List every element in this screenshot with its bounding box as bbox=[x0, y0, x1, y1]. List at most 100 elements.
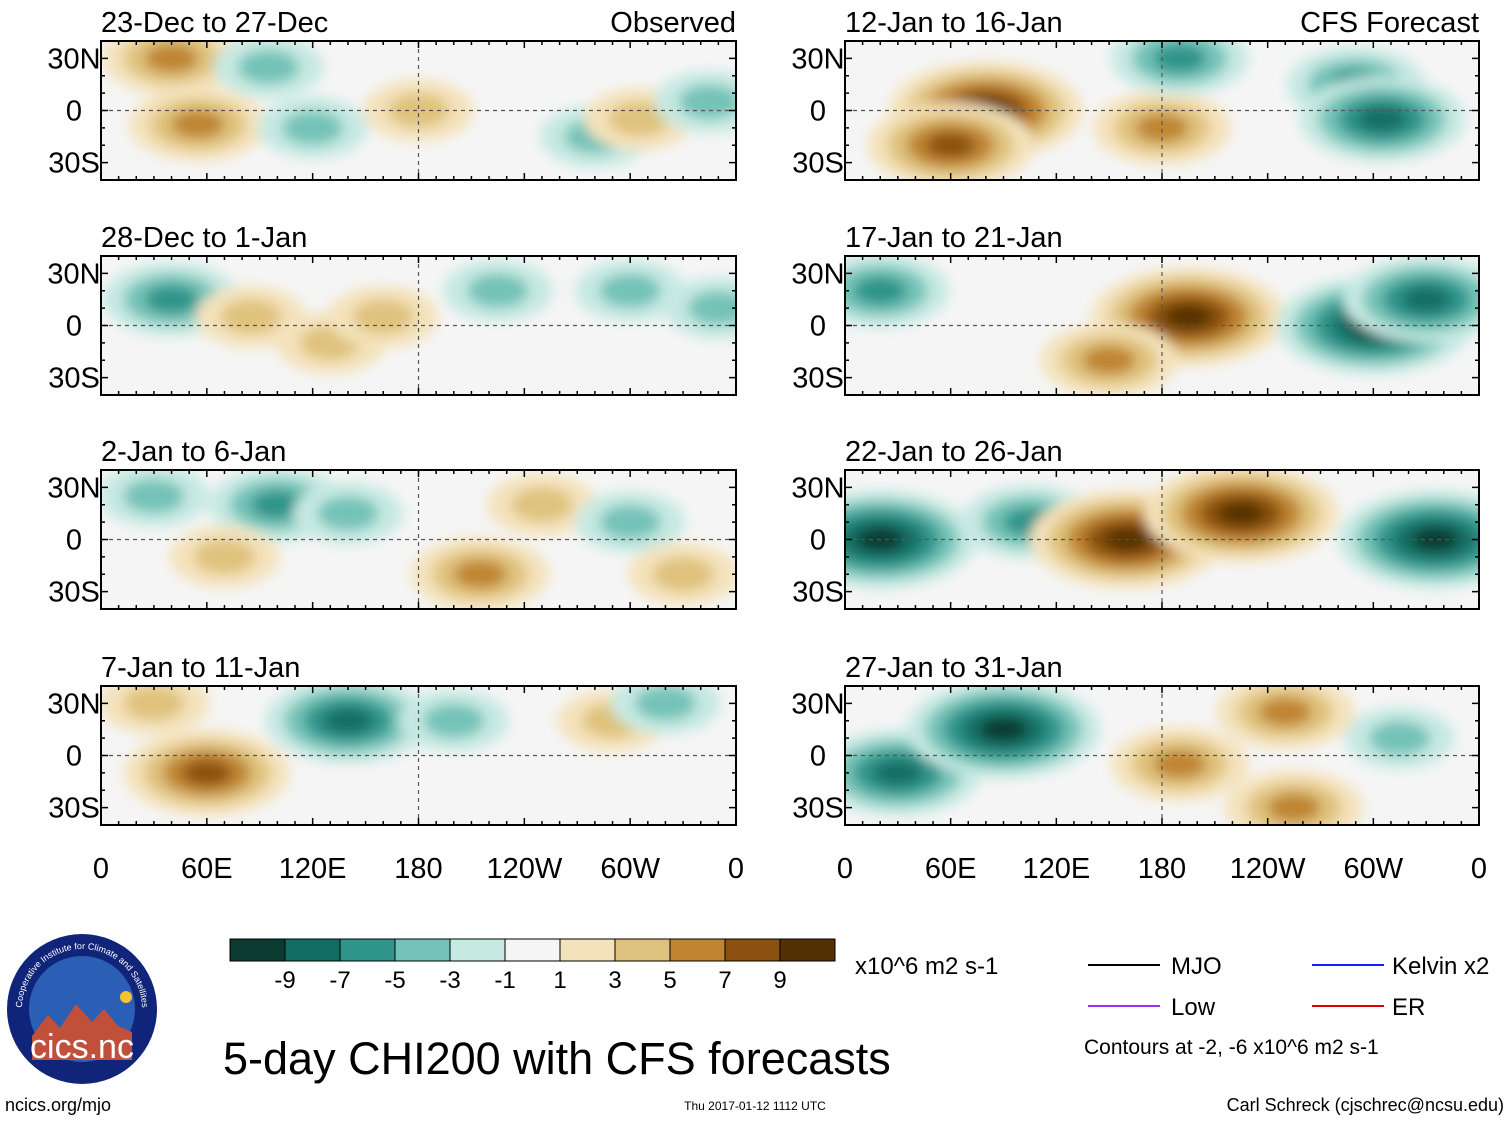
footer-url: ncics.org/mjo bbox=[5, 1095, 111, 1115]
lat-tick-label: 30N bbox=[791, 472, 844, 504]
lon-tick-label: 60E bbox=[925, 853, 977, 885]
anomaly-contour bbox=[238, 49, 300, 85]
lat-tick-label: 30S bbox=[48, 363, 100, 395]
lon-tick-label: 60W bbox=[1344, 853, 1404, 885]
colorbar-tick-label: 5 bbox=[663, 967, 676, 994]
anomaly-contour bbox=[387, 93, 450, 128]
colorbar-swatch bbox=[284, 938, 341, 962]
panel-title: 28-Dec to 1-Jan bbox=[101, 222, 307, 254]
colorbar-swatch bbox=[229, 938, 286, 962]
lon-tick-label: 180 bbox=[1138, 853, 1186, 885]
lat-tick-label: 30N bbox=[47, 688, 100, 720]
lon-tick-label: 120W bbox=[486, 853, 562, 885]
anomaly-contour bbox=[980, 717, 1027, 742]
colorbar-tick-label: -1 bbox=[494, 967, 515, 994]
colorbar-swatch bbox=[614, 938, 671, 962]
lat-tick-label: 30S bbox=[48, 577, 100, 609]
lon-tick-label: 60E bbox=[181, 853, 233, 885]
anomaly-contour bbox=[1401, 286, 1451, 313]
colorbar-swatch bbox=[504, 938, 561, 962]
lat-tick-label: 30N bbox=[47, 43, 100, 75]
anomaly-contour bbox=[250, 490, 304, 519]
map-panel: 30N 0 30S 28-Dec to 1-Jan bbox=[47, 222, 737, 396]
panel-title: 23-Dec to 27-Dec bbox=[101, 7, 328, 39]
anomaly-contour bbox=[1153, 44, 1207, 73]
lat-tick-label: 30N bbox=[47, 472, 100, 504]
anomaly-contour bbox=[1267, 793, 1321, 822]
lat-tick-label: 0 bbox=[810, 311, 826, 343]
colorbar-tick-label: -5 bbox=[384, 967, 405, 994]
anomaly-field bbox=[867, 41, 1466, 180]
map-panel: 30N 0 30S 7-Jan to 11-Jan 0 60E 120E 180 120W 60W… bbox=[47, 652, 744, 885]
lat-tick-label: 0 bbox=[810, 741, 826, 773]
anomaly-contour bbox=[599, 504, 661, 540]
observed-header: Observed bbox=[610, 7, 736, 39]
colorbar-units: x10^6 m2 s-1 bbox=[855, 953, 998, 980]
panel-title: 12-Jan to 16-Jan bbox=[845, 7, 1063, 39]
colorbar-swatch bbox=[669, 938, 726, 962]
anomaly-contour bbox=[182, 760, 232, 786]
lat-tick-label: 30N bbox=[791, 43, 844, 75]
legend-label: ER bbox=[1392, 994, 1425, 1021]
lat-tick-label: 30S bbox=[48, 793, 100, 825]
panel-title: 22-Jan to 26-Jan bbox=[845, 436, 1063, 468]
anomaly-field bbox=[101, 470, 736, 609]
anomaly-field bbox=[102, 259, 736, 374]
lon-tick-label: 120E bbox=[279, 853, 347, 885]
anomaly-contour bbox=[678, 84, 736, 120]
map-panel: 30N 0 30S 12-Jan to 16-Jan CFS Forecast bbox=[791, 7, 1480, 181]
lat-tick-label: 0 bbox=[810, 525, 826, 557]
anomaly-contour bbox=[352, 299, 414, 335]
anomaly-contour bbox=[145, 44, 199, 73]
colorbar-tick-label: 7 bbox=[718, 967, 731, 994]
anomaly-contour bbox=[453, 560, 507, 589]
anomaly-contour bbox=[1411, 527, 1459, 552]
main-title: 5-day CHI200 with CFS forecasts bbox=[223, 1033, 891, 1084]
anomaly-contour bbox=[926, 132, 976, 158]
anomaly-contour bbox=[1218, 501, 1265, 526]
footer-timestamp: Thu 2017-01-12 1112 UTC bbox=[684, 1099, 826, 1113]
panel-title: 2-Jan to 6-Jan bbox=[101, 436, 286, 468]
lon-tick-label: 0 bbox=[728, 853, 744, 885]
lat-tick-label: 30N bbox=[791, 258, 844, 290]
anomaly-contour bbox=[687, 290, 736, 326]
anomaly-contour bbox=[1153, 749, 1207, 779]
anomaly-contour bbox=[511, 487, 573, 522]
anomaly-contour bbox=[1165, 305, 1212, 329]
anomaly-contour bbox=[323, 708, 373, 734]
anomaly-contour bbox=[193, 539, 256, 575]
lat-tick-label: 30S bbox=[792, 148, 844, 180]
lat-tick-label: 0 bbox=[66, 741, 82, 773]
anomaly-contour bbox=[873, 760, 923, 786]
lon-tick-label: 180 bbox=[394, 853, 442, 885]
anomaly-contour bbox=[1082, 346, 1136, 375]
map-panel: 30N 0 30S 23-Dec to 27-Dec Observed bbox=[47, 7, 737, 181]
anomaly-contour bbox=[123, 686, 185, 721]
anomaly-contour bbox=[853, 276, 907, 305]
colorbar-tick-label: 1 bbox=[553, 967, 566, 994]
lat-tick-label: 0 bbox=[66, 311, 82, 343]
anomaly-contour bbox=[317, 496, 379, 531]
lon-tick-label: 0 bbox=[837, 853, 853, 885]
colorbar-tick-label: 9 bbox=[773, 967, 786, 994]
colorbar-swatch bbox=[394, 938, 451, 962]
lat-tick-label: 30S bbox=[792, 793, 844, 825]
colorbar-tick-label: 3 bbox=[608, 967, 621, 994]
anomaly-contour bbox=[145, 285, 199, 314]
anomaly-contour bbox=[1135, 113, 1189, 143]
colorbar-swatch bbox=[559, 938, 616, 962]
colorbar-swatch bbox=[779, 938, 836, 962]
anomaly-contour bbox=[1357, 106, 1407, 132]
lon-tick-label: 0 bbox=[1471, 853, 1487, 885]
lon-tick-label: 120E bbox=[1022, 853, 1090, 885]
lat-tick-label: 30S bbox=[792, 363, 844, 395]
legend-label: MJO bbox=[1171, 953, 1222, 980]
legend-label: Kelvin x2 bbox=[1392, 953, 1489, 980]
forecast-header: CFS Forecast bbox=[1300, 7, 1479, 39]
colorbar-tick-label: -9 bbox=[274, 967, 295, 994]
colorbar-swatch bbox=[449, 938, 506, 962]
anomaly-contour bbox=[467, 273, 529, 308]
anomaly-contour bbox=[282, 110, 344, 146]
line-legend: MJO Kelvin x2 Low ER bbox=[1088, 953, 1489, 1021]
lon-tick-label: 60W bbox=[600, 853, 660, 885]
